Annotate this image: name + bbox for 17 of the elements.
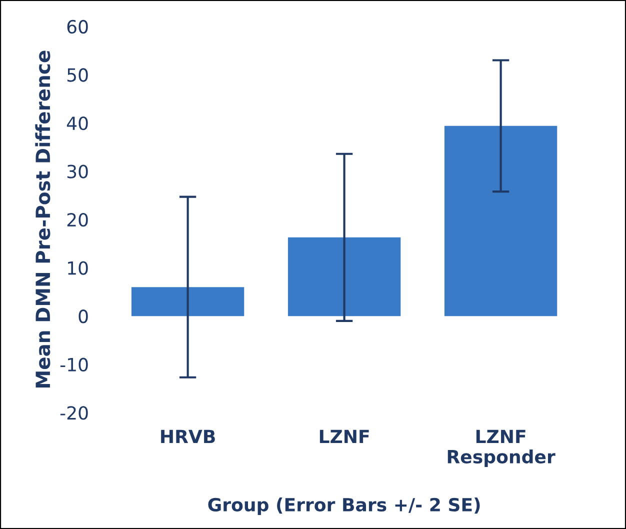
y-tick-label: 60	[67, 20, 88, 34]
y-tick-label: 50	[67, 68, 88, 82]
y-tick-label: 0	[78, 310, 88, 324]
bar	[131, 287, 244, 316]
x-tick-label: HRVB	[161, 430, 215, 444]
bar	[288, 237, 401, 316]
y-tick-label: 30	[67, 164, 88, 178]
y-tick-label: 10	[68, 261, 88, 275]
x-tick-label: LZNF Responder	[448, 430, 556, 467]
bar	[444, 126, 558, 316]
y-tick-label: -10	[60, 358, 88, 372]
y-tick-label: -20	[60, 406, 88, 420]
y-tick-label: 40	[66, 116, 88, 130]
y-axis-title: Mean DMN Pre-Post Difference	[35, 50, 50, 388]
x-tick-label: LZNF	[320, 430, 369, 444]
y-tick-label: 20	[67, 212, 88, 227]
x-axis-title: Group (Error Bars +/- 2 SE)	[208, 498, 480, 516]
